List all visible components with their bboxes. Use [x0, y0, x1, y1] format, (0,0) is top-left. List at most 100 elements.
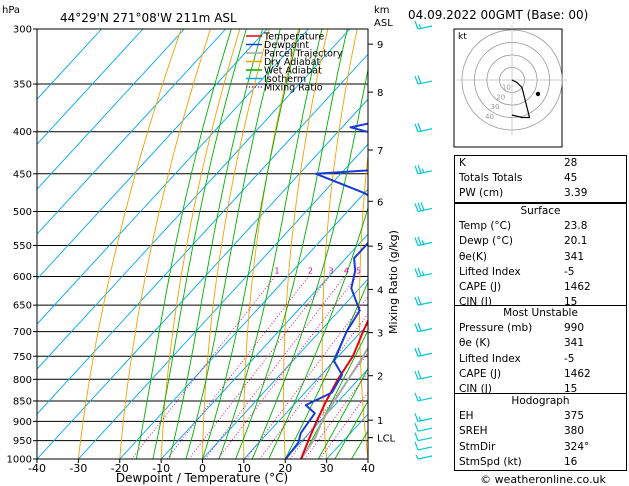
stat-row: Totals Totals 45 — [455, 171, 626, 186]
wind-barb-half-flag — [421, 240, 425, 245]
asl-unit-label: ASL — [374, 18, 393, 29]
wind-barb — [414, 322, 433, 333]
wind-barb-shaft — [417, 301, 433, 306]
wet-adiabat-line — [251, 67, 368, 459]
isotherm-line — [78, 143, 368, 459]
stat-label: PW (cm) — [459, 187, 504, 200]
stat-row: EH 375 — [455, 409, 626, 424]
mixing-ratio-axis-title: Mixing Ratio (g/kg) — [387, 230, 400, 334]
pressure-tick-label: 600 — [13, 272, 32, 283]
wind-barb-flag — [414, 123, 419, 132]
wind-barb-flag — [417, 236, 422, 246]
height-tick-label: 9 — [377, 40, 383, 51]
wind-barb-flag — [414, 203, 419, 212]
stat-row: Dewp (°C) 20.1 — [455, 234, 626, 249]
height-tick-label: LCL — [377, 434, 396, 445]
stat-value: 1462 — [564, 281, 591, 294]
dry-adiabat-line — [243, 29, 299, 459]
hodograph-ring-label: 10 — [502, 84, 511, 92]
stat-row: θe(K) 341 — [455, 250, 626, 265]
wind-barb-shaft — [417, 207, 433, 213]
wet-adiabat-line — [334, 400, 368, 459]
wind-barb — [414, 441, 433, 451]
wind-barb-half-flag — [418, 24, 422, 29]
mixing-ratio-label: 5 — [356, 267, 361, 276]
wind-barb-flag — [417, 322, 422, 332]
wind-barb-shaft — [417, 128, 433, 133]
stat-value: 380 — [564, 425, 585, 438]
wind-barb-flag — [417, 347, 422, 356]
pressure-tick-label: 700 — [13, 327, 32, 338]
height-tick-label: 4 — [377, 285, 383, 296]
wind-barb-flag — [414, 441, 419, 451]
wind-barb — [414, 347, 433, 357]
wind-barb — [414, 122, 433, 133]
wind-barb-shaft — [417, 170, 433, 175]
hodograph-stats-title: Hodograph — [511, 395, 570, 407]
height-tick-label: 3 — [377, 329, 383, 340]
wind-barb-flag — [414, 165, 419, 175]
stat-row: StmDir 324° — [455, 440, 626, 455]
wind-barb-flag — [417, 267, 422, 277]
isotherm-line — [160, 233, 368, 459]
stat-value: -5 — [564, 265, 575, 278]
isotherm-line — [243, 323, 368, 459]
wet-adiabat-line — [218, 29, 323, 459]
stat-label: Lifted Index — [459, 265, 521, 278]
legend-entry: Dewpoint — [264, 40, 309, 51]
wind-barb-flag — [414, 432, 419, 441]
height-tick-label: 2 — [377, 372, 383, 383]
wind-barb — [414, 432, 433, 442]
wind-barb — [414, 202, 433, 213]
wind-barb-half-flag — [415, 454, 419, 460]
stat-label: EH — [459, 410, 474, 423]
surface-panel: Surface Temp (°C) 23.8 Dewp (°C) 20.1 θe(K) 3… — [454, 203, 627, 312]
mixing-ratio-label: 3 — [329, 267, 334, 276]
wind-barb-flag — [417, 202, 422, 212]
height-tick-label: 6 — [377, 197, 383, 208]
stat-value: -5 — [564, 352, 575, 365]
wind-barb — [414, 75, 433, 85]
stat-label: Temp (°C) — [459, 220, 512, 233]
stat-value: 45 — [564, 172, 578, 185]
pressure-tick-label: 1000 — [7, 455, 32, 466]
wind-barb-flag — [414, 371, 419, 380]
isotherm-line — [37, 98, 368, 459]
wind-barb — [415, 454, 433, 460]
pressure-tick-label: 800 — [13, 375, 32, 386]
isotherm-line — [37, 29, 351, 370]
wind-barb-shaft — [417, 397, 433, 402]
dry-adiabat-line — [202, 29, 270, 459]
pressure-tick-label: 300 — [13, 25, 32, 36]
stat-row: StmSpd (kt) 16 — [455, 455, 626, 470]
legend-entry: Wet Adiabat — [264, 66, 322, 77]
wind-barb-shaft — [417, 352, 433, 357]
mixing-ratio-label: 4 — [344, 267, 349, 276]
height-tick-label: 1 — [377, 416, 383, 427]
stat-label: StmSpd (kt) — [459, 455, 522, 468]
dry-adiabat-line — [359, 151, 368, 459]
wind-barb-flag — [417, 75, 422, 84]
temperature-tick-label: 20 — [278, 462, 292, 475]
wind-barb-shaft — [417, 80, 433, 85]
mixing-ratio-label: 20 — [435, 267, 445, 276]
hodograph-ring-label: 40 — [485, 113, 494, 121]
isotherm-line — [202, 278, 368, 459]
stat-label: Lifted Index — [459, 352, 521, 365]
stat-value: 3.39 — [564, 187, 588, 200]
stat-value: 375 — [564, 410, 585, 423]
surface-title: Surface — [520, 205, 561, 217]
hodograph-stats-panel: Hodograph EH 375 SREH 380 StmDir 324° StmSpd (… — [454, 393, 627, 472]
dry-adiabat-line — [321, 29, 358, 459]
wet-adiabat-line — [168, 29, 264, 459]
pressure-tick-label: 900 — [13, 417, 32, 428]
dry-adiabat-line — [77, 29, 182, 459]
stat-row: CAPE (J) 1462 — [455, 280, 626, 295]
stat-value: 28 — [564, 157, 578, 169]
temperature-tick-label: -10 — [152, 462, 170, 475]
pressure-tick-label: 550 — [13, 241, 32, 252]
stat-value: 341 — [564, 250, 585, 263]
stat-value: 1462 — [564, 367, 591, 380]
wind-barb — [414, 20, 433, 30]
